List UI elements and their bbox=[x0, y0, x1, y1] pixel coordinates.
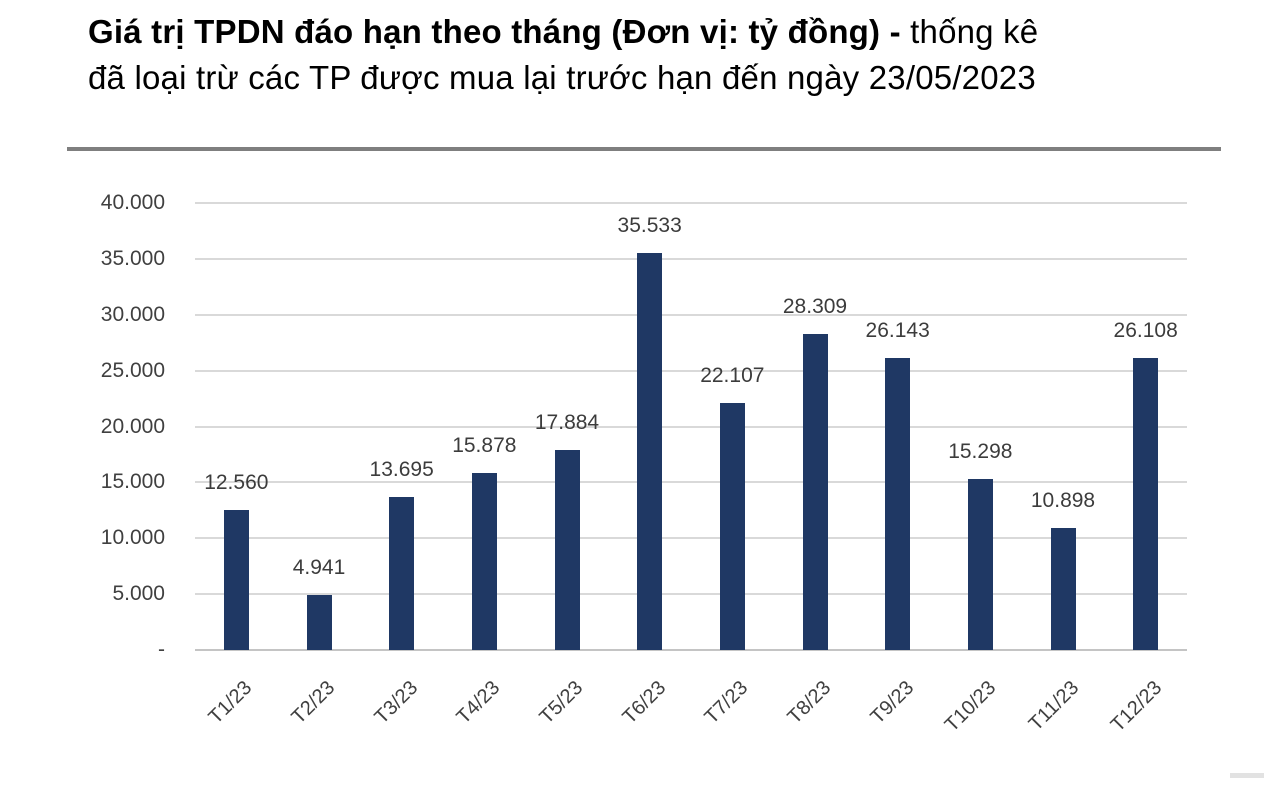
bar-value-label: 15.878 bbox=[452, 433, 517, 457]
gridline bbox=[195, 313, 1187, 316]
bar bbox=[967, 479, 993, 650]
title-separator bbox=[67, 147, 1221, 151]
chart-title-regular-text: thống kê bbox=[910, 13, 1039, 50]
bar-value-label: 10.898 bbox=[1030, 489, 1096, 513]
chart-title: Giá trị TPDN đáo hạn theo tháng (Đơn vị:… bbox=[88, 9, 1198, 101]
chart-title-line1: Giá trị TPDN đáo hạn theo tháng (Đơn vị:… bbox=[88, 9, 1198, 55]
y-axis-tick-label: 35.000 bbox=[100, 246, 165, 270]
y-axis-tick-label: 20.000 bbox=[100, 414, 165, 438]
bar-value-label: 17.884 bbox=[534, 411, 600, 435]
x-axis-line bbox=[195, 649, 1187, 651]
bar-value-label: 13.695 bbox=[369, 457, 434, 481]
gridline bbox=[195, 593, 1187, 596]
bar bbox=[223, 509, 249, 650]
bar bbox=[389, 496, 415, 650]
y-axis-tick-label: - bbox=[158, 638, 165, 661]
bar bbox=[885, 357, 911, 650]
gridline bbox=[195, 537, 1187, 540]
bar-chart: 40.000 35.000 30.000 25.000 20.000 15.000 10.0… bbox=[100, 191, 1187, 736]
y-axis-tick-label: 25.000 bbox=[100, 358, 165, 382]
y-axis-tick-label: 10.000 bbox=[100, 526, 165, 550]
gridline bbox=[195, 425, 1187, 428]
bar bbox=[554, 450, 580, 650]
y-axis-tick-label: 40.000 bbox=[100, 191, 165, 214]
bar bbox=[1133, 358, 1159, 650]
bar-value-label: 22.107 bbox=[700, 363, 765, 387]
gridline bbox=[195, 369, 1187, 372]
y-axis-tick-label: 15.000 bbox=[100, 470, 165, 494]
y-axis-tick-label: 30.000 bbox=[100, 302, 165, 326]
bar bbox=[637, 252, 663, 650]
gridline bbox=[195, 481, 1187, 484]
bar bbox=[1050, 528, 1076, 650]
bar-value-label: 26.143 bbox=[865, 318, 930, 342]
bar-value-label: 12.560 bbox=[204, 470, 269, 494]
bar-value-label: 15.298 bbox=[948, 440, 1013, 464]
y-axis-tick-label: 5.000 bbox=[112, 582, 165, 606]
bar-value-label: 26.108 bbox=[1113, 319, 1178, 343]
bar-value-label: 4.941 bbox=[292, 555, 346, 579]
chart-title-line2: đã loại trừ các TP được mua lại trước hạ… bbox=[88, 59, 1036, 96]
gridline bbox=[195, 202, 1187, 204]
gridline bbox=[195, 257, 1187, 260]
bar-value-label: 35.533 bbox=[617, 213, 682, 237]
bar-value-label: 28.309 bbox=[782, 294, 848, 318]
bar bbox=[306, 594, 332, 650]
bar bbox=[719, 402, 745, 650]
bottom-right-artifact bbox=[1230, 773, 1264, 778]
bar bbox=[802, 333, 828, 650]
bar bbox=[471, 472, 497, 650]
chart-title-bold-text: Giá trị TPDN đáo hạn theo tháng (Đơn vị:… bbox=[88, 13, 911, 50]
